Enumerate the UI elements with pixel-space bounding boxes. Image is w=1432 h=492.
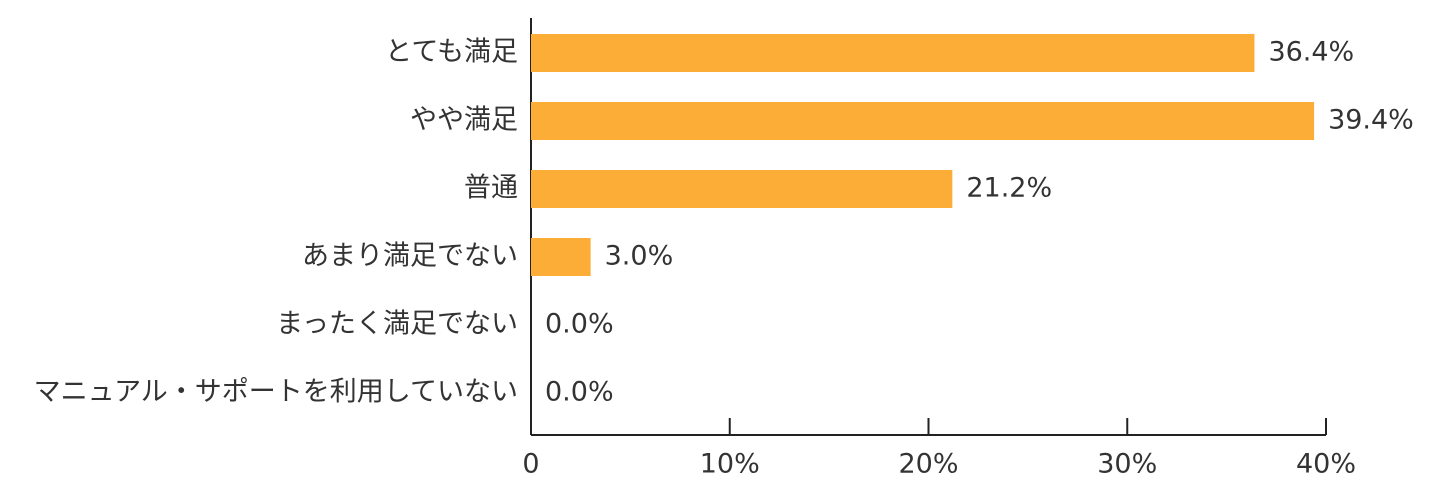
value-label: 36.4% bbox=[1268, 37, 1354, 68]
y-tick-label: とても満足 bbox=[385, 37, 518, 68]
x-tick-label: 0 bbox=[522, 449, 539, 480]
x-tick-label: 20% bbox=[898, 449, 958, 480]
y-tick-label: マニュアル・サポートを利用していない bbox=[34, 377, 518, 408]
value-label: 39.4% bbox=[1328, 105, 1414, 136]
x-tick-label: 40% bbox=[1296, 449, 1356, 480]
value-label: 0.0% bbox=[545, 309, 614, 340]
x-tick-label: 10% bbox=[700, 449, 760, 480]
bar bbox=[531, 34, 1255, 72]
value-label: 0.0% bbox=[545, 377, 614, 408]
bar bbox=[531, 102, 1315, 140]
bar bbox=[531, 170, 953, 208]
x-tick-label: 30% bbox=[1097, 449, 1157, 480]
value-label: 21.2% bbox=[966, 173, 1052, 204]
y-tick-label: 普通 bbox=[464, 173, 518, 204]
value-label: 3.0% bbox=[605, 241, 674, 272]
y-tick-label: やや満足 bbox=[410, 105, 518, 136]
bar bbox=[531, 238, 591, 276]
y-tick-label: あまり満足でない bbox=[302, 241, 518, 272]
y-tick-label: まったく満足でない bbox=[276, 309, 518, 340]
